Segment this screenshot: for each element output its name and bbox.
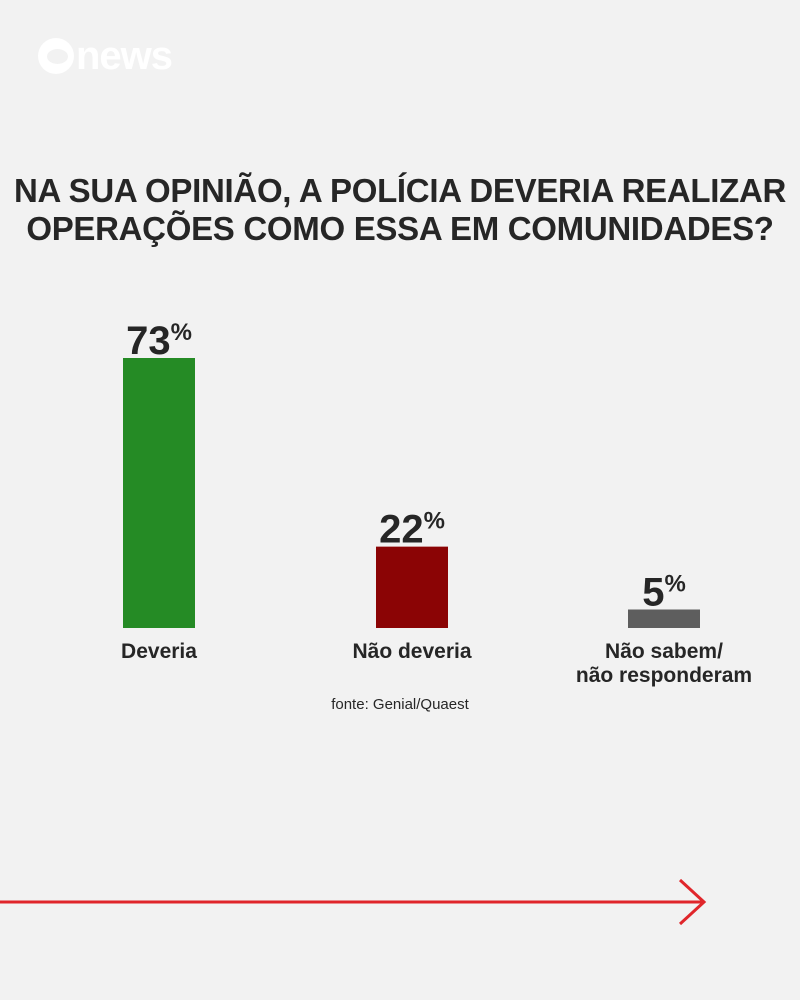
- value-unit-1: %: [424, 508, 445, 535]
- chart-title: NA SUA OPINIÃO, A POLÍCIA DEVERIA REALIZ…: [0, 172, 800, 248]
- value-unit-2: %: [664, 571, 685, 598]
- brand-name: news: [76, 34, 173, 78]
- category-label-0: Deveria: [121, 640, 197, 663]
- value-label-1: 22%: [379, 508, 445, 552]
- globo-icon: [38, 38, 74, 74]
- chart-title-line-2: OPERAÇÕES COMO ESSA EM COMUNIDADES?: [26, 210, 774, 247]
- value-number-2: 5: [642, 571, 664, 615]
- brand-logo: news: [38, 34, 173, 78]
- bar-2: [628, 609, 700, 628]
- category-label-2: Não sabem/ não responderam: [575, 640, 753, 687]
- value-label-2: 5%: [642, 571, 686, 615]
- value-label-0: 73%: [126, 319, 192, 363]
- chart-title-line-1: NA SUA OPINIÃO, A POLÍCIA DEVERIA REALIZ…: [13, 172, 787, 209]
- category-label-1: Não deveria: [352, 640, 472, 663]
- value-number-0: 73: [126, 319, 171, 363]
- arrow-decoration: [0, 878, 707, 926]
- bar-1: [376, 546, 448, 628]
- bar-0: [123, 358, 195, 628]
- value-unit-0: %: [171, 319, 192, 346]
- source-note: fonte: Genial/Quaest: [331, 696, 469, 713]
- bar-chart: 73%22%5%: [123, 319, 700, 628]
- value-number-1: 22: [379, 508, 424, 552]
